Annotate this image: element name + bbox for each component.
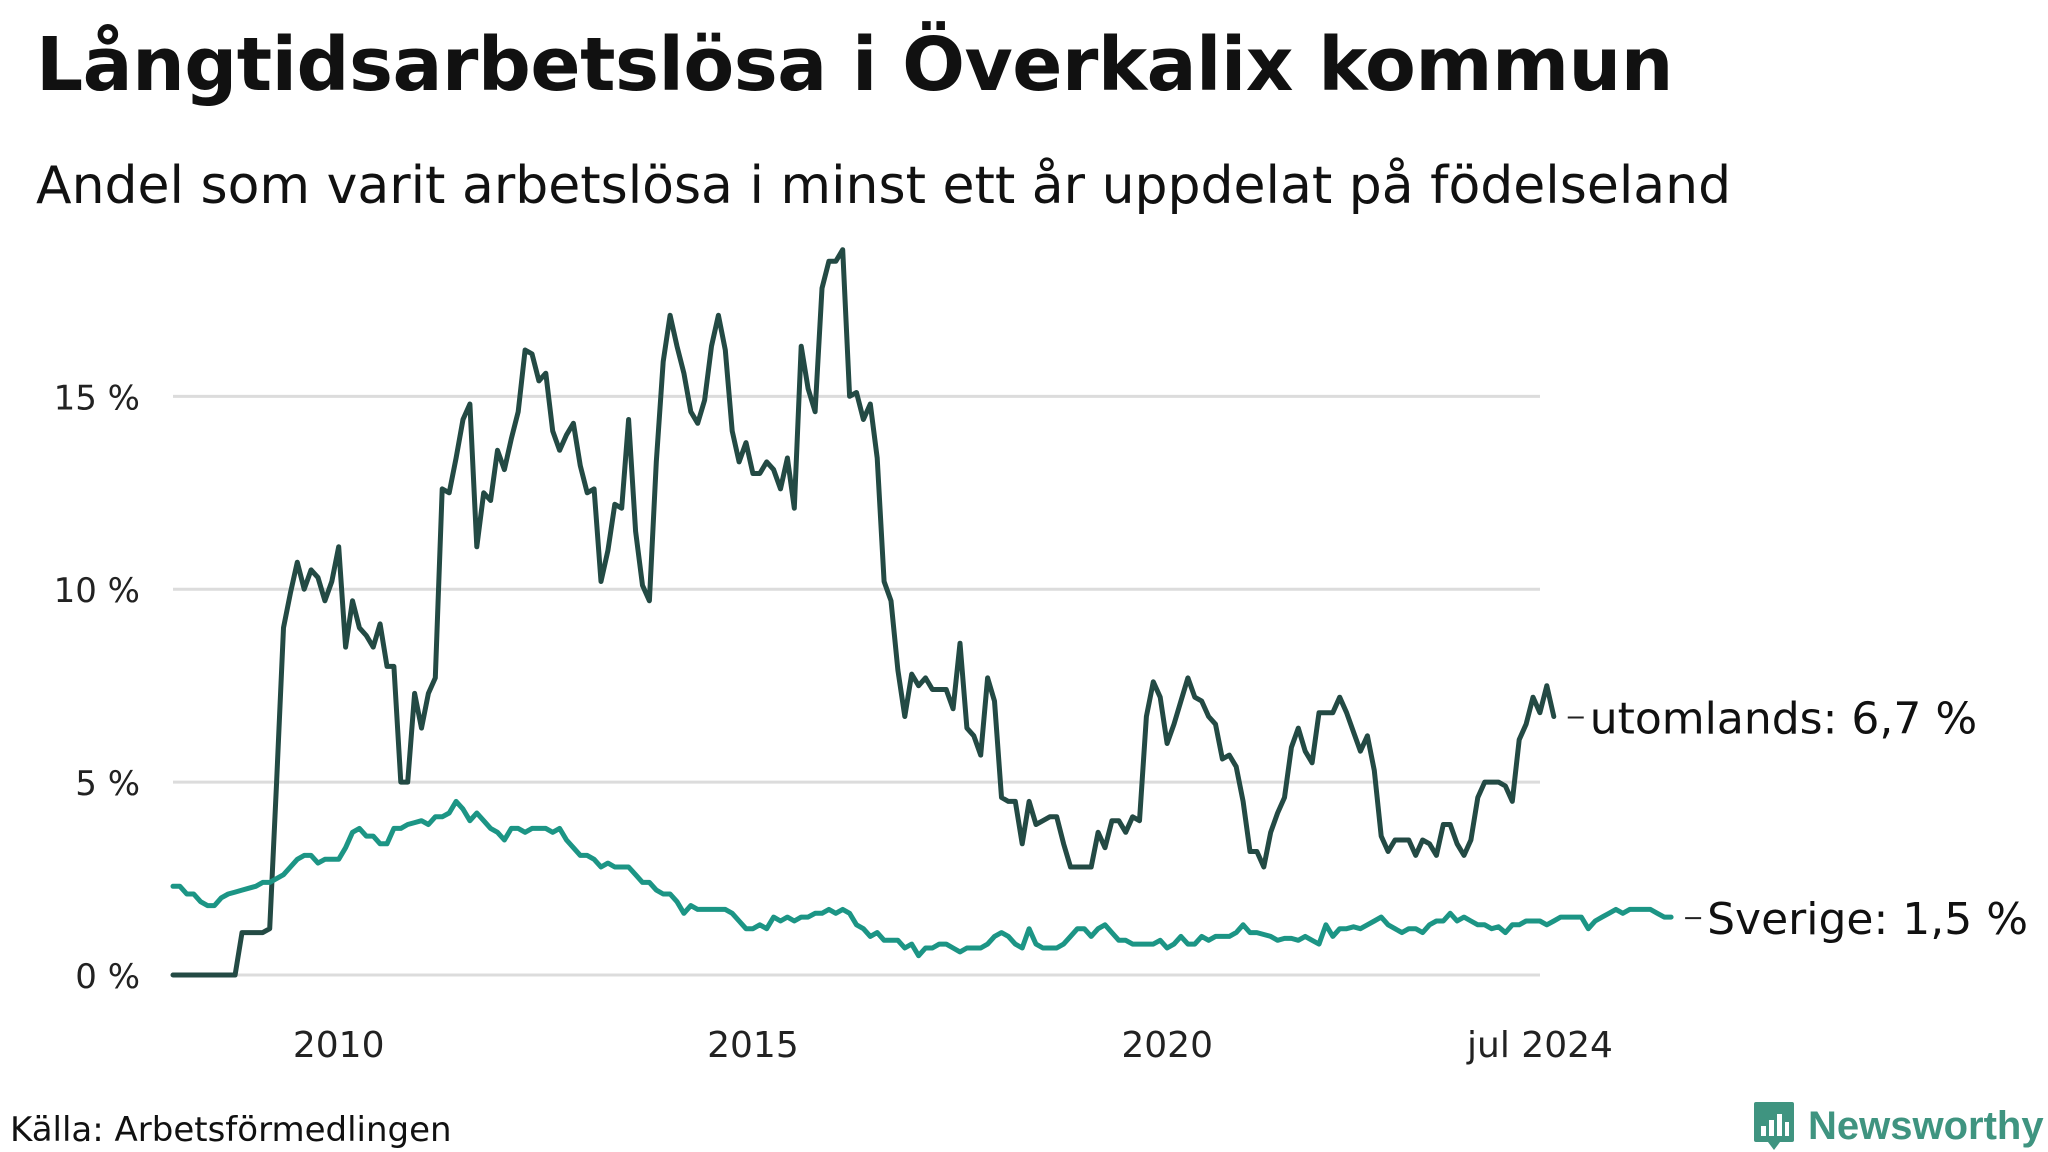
x-axis-ticks: 2010 2015 2020 jul 2024 <box>293 1025 1613 1066</box>
y-tick-label: 5 % <box>75 764 140 804</box>
y-tick-label: 15 % <box>54 378 140 418</box>
series-lines <box>170 247 1674 978</box>
x-tick-label: 2010 <box>293 1025 385 1066</box>
x-tick-label: jul 2024 <box>1466 1025 1613 1066</box>
gridlines <box>173 394 1540 977</box>
source-note: Källa: Arbetsförmedlingen <box>10 1110 452 1150</box>
y-axis-ticks: 0 % 5 % 10 % 15 % <box>54 378 140 997</box>
series-line-utomlands <box>170 247 1557 978</box>
chart-title: Långtidsarbetslösa i Överkalix kommun <box>36 22 1673 108</box>
newsworthy-logo-icon <box>1754 1102 1794 1150</box>
y-tick-label: 10 % <box>54 571 140 611</box>
newsworthy-logo: Newsworthy <box>1752 1100 2044 1152</box>
newsworthy-logo-text: Newsworthy <box>1808 1103 2044 1148</box>
chart-subtitle: Andel som varit arbetslösa i minst ett å… <box>36 156 1732 216</box>
series-line-sverige <box>170 798 1674 959</box>
x-tick-label: 2020 <box>1121 1025 1213 1066</box>
series-end-label-sverige: Sverige: 1,5 % <box>1707 894 2028 945</box>
series-end-labels: utomlands: 6,7 % Sverige: 1,5 % <box>1567 694 2028 945</box>
y-tick-label: 0 % <box>75 957 140 997</box>
series-end-label-utomlands: utomlands: 6,7 % <box>1590 694 1977 745</box>
x-tick-label: 2015 <box>707 1025 799 1066</box>
